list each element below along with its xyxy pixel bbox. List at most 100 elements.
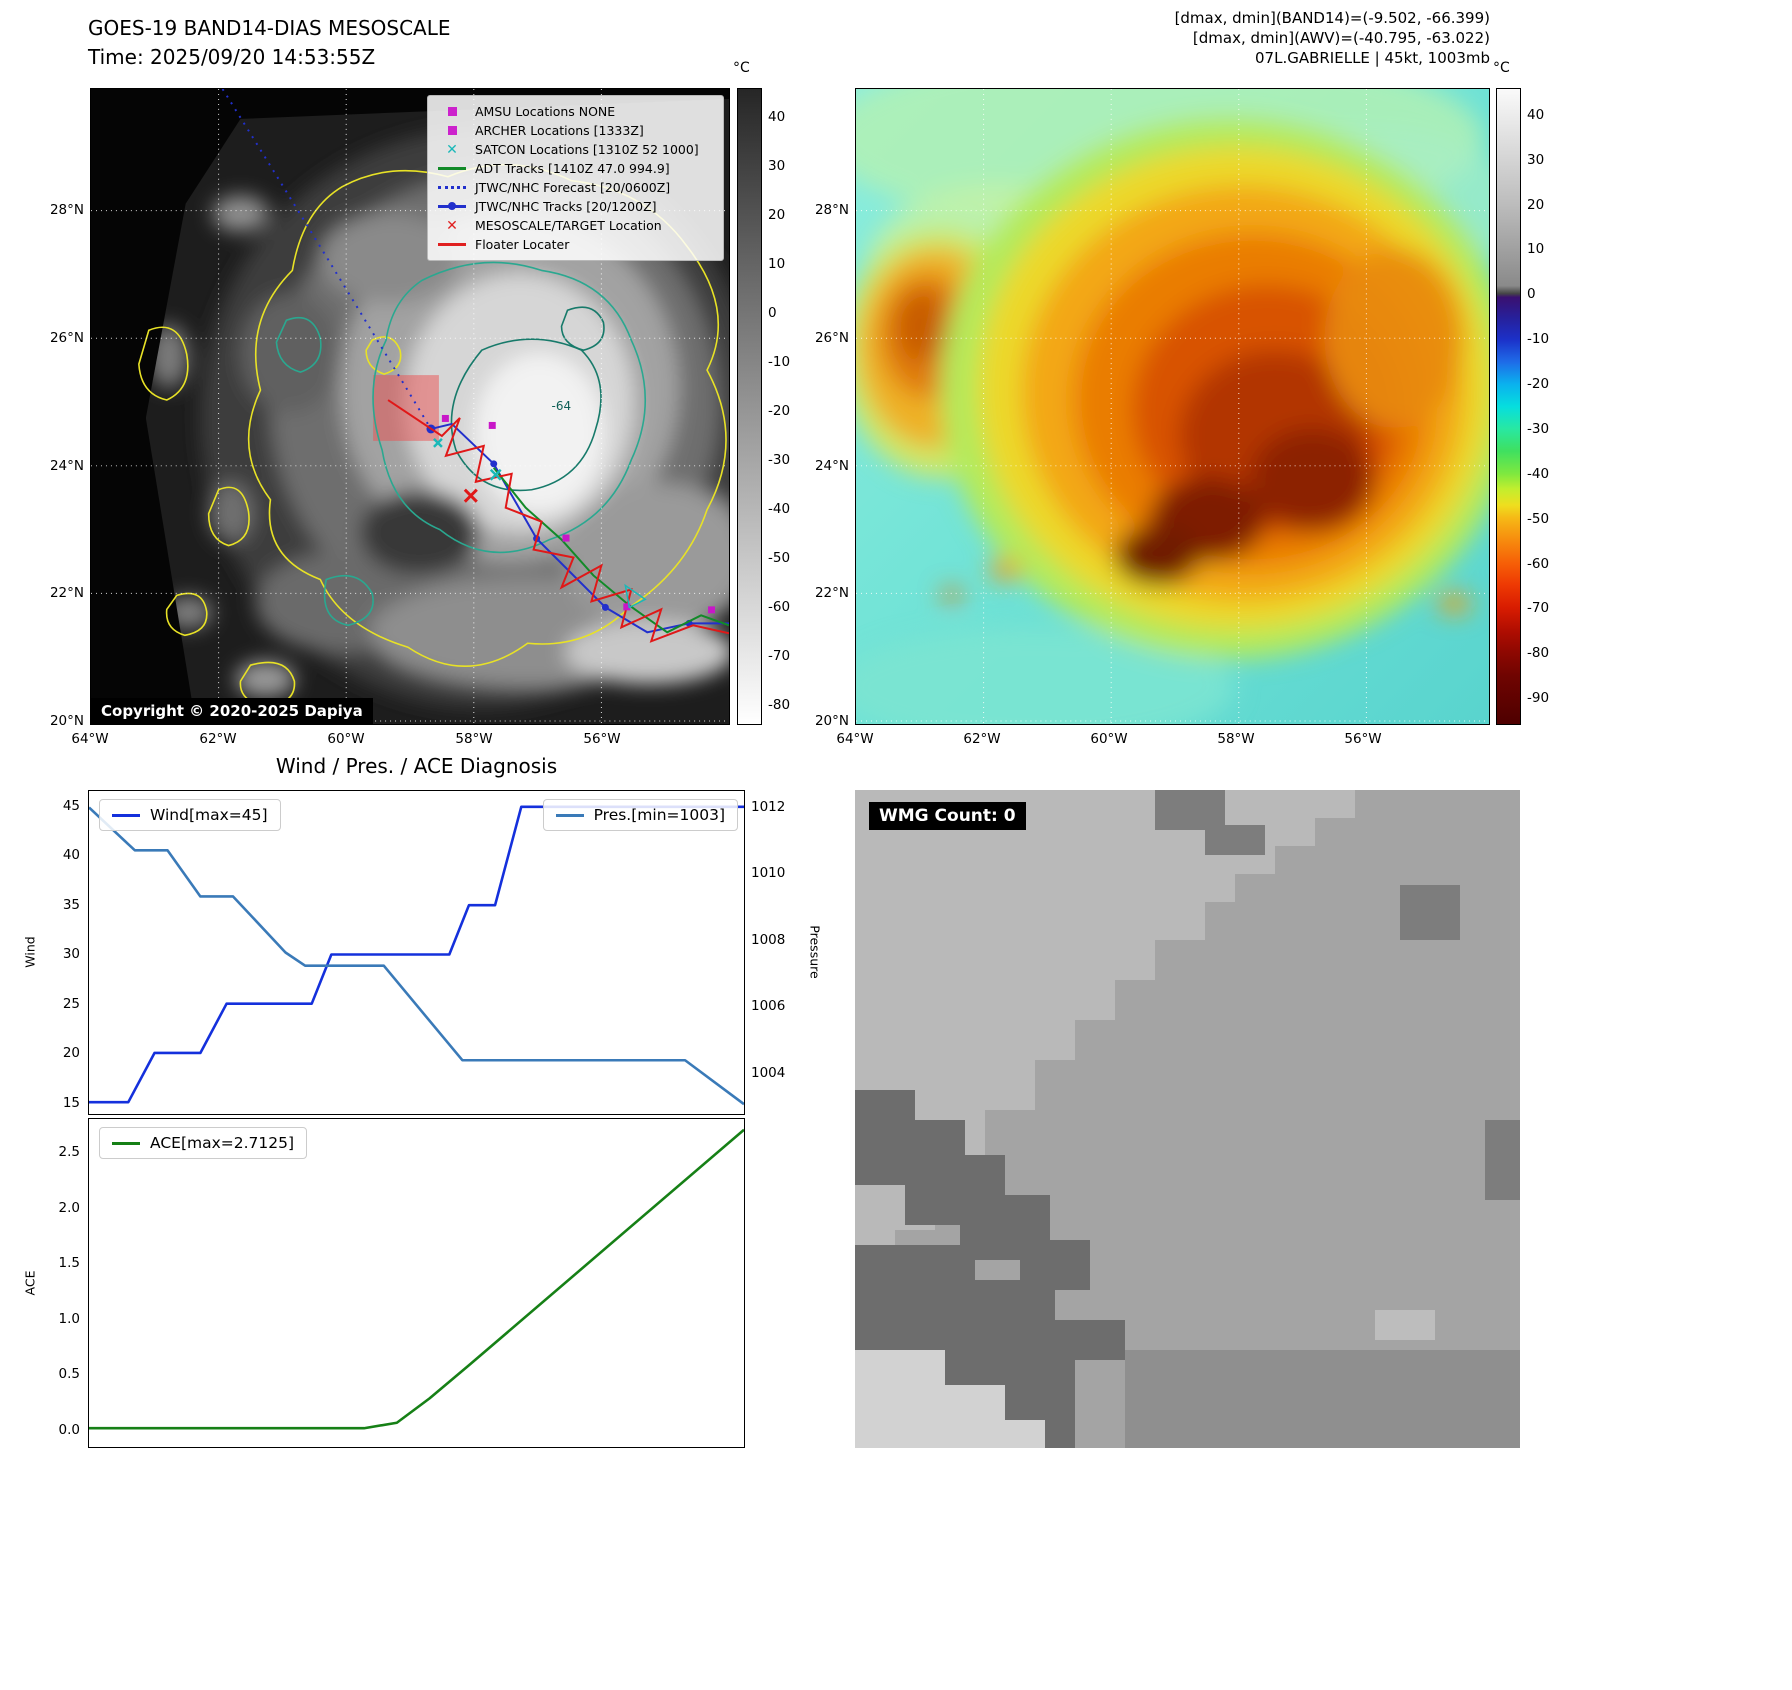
tick-label: 20 — [1527, 196, 1545, 213]
tick-label: 40 — [768, 109, 786, 126]
band14-colorbar-ticks: 40 30 20 10 0 -10 -20 -30 -40 -50 -60 -70 -80 — [768, 88, 808, 725]
tick-label: -40 — [1527, 465, 1550, 482]
wmg-panel: WMG Count: 0 — [855, 790, 1520, 1448]
contours-teal — [275, 261, 647, 627]
wind-pressure-chart: Wind[max=45] Pres.[min=1003] — [88, 790, 745, 1115]
tick-label: -60 — [1527, 555, 1550, 572]
tick-label: 10 — [1527, 241, 1545, 258]
satcon-x-icon — [446, 144, 458, 156]
floater-track — [387, 399, 729, 643]
tick-label: 1012 — [751, 798, 786, 815]
tick-label: -10 — [1527, 331, 1550, 348]
ace-legend: ACE[max=2.7125] — [99, 1127, 308, 1159]
tick-label: 30 — [768, 158, 786, 175]
wind-axis-label: Wind — [22, 936, 38, 968]
pressure-axis-label: Pressure — [807, 925, 823, 979]
wmg-image — [855, 790, 1520, 1448]
tick-label: 10 — [768, 256, 786, 273]
ace-chart: ACE[max=2.7125] — [88, 1118, 745, 1448]
tick-label: 56°W — [1344, 731, 1382, 747]
wind-legend: Wind[max=45] — [99, 799, 281, 831]
tick-label: -10 — [768, 354, 791, 371]
tick-label: 0 — [768, 305, 777, 322]
jtwc-track-points — [426, 424, 693, 627]
dmax-dmin-band14: [dmax, dmin](BAND14)=(-9.502, -66.399) — [1174, 9, 1490, 27]
wind-y-axis: 45 40 35 30 25 20 15 — [40, 790, 80, 1115]
legend-item-tracks: JTWC/NHC Tracks [20/1200Z] — [436, 197, 715, 216]
awv-map — [855, 88, 1490, 725]
ace-legend-label: ACE[max=2.7125] — [150, 1134, 295, 1152]
tick-label: 1.0 — [58, 1310, 80, 1327]
band14-title: GOES-19 BAND14-DIAS MESOSCALE — [88, 16, 451, 40]
ace-y-axis: 2.5 2.0 1.5 1.0 0.5 0.0 — [40, 1118, 80, 1448]
tick-label: 1010 — [751, 865, 786, 882]
tick-label: 1006 — [751, 998, 786, 1015]
tick-label: 20°N — [814, 713, 849, 730]
tick-label: 40 — [62, 847, 80, 864]
storm-annotations: [dmax, dmin](BAND14)=(-9.502, -66.399) [… — [1175, 8, 1490, 68]
tick-label: 22°N — [814, 585, 849, 602]
adt-line-icon — [438, 167, 466, 170]
tick-label: -60 — [768, 599, 791, 616]
tick-label: 64°W — [71, 731, 109, 747]
band14-lon-axis: 64°W 62°W 60°W 58°W 56°W — [71, 731, 730, 749]
satcon-markers — [433, 438, 502, 481]
legend-item-floater: Floater Locater — [436, 235, 715, 254]
tick-label: -30 — [1527, 420, 1550, 437]
wmg-bottom-strip — [1125, 1350, 1520, 1448]
adt-track — [492, 467, 729, 634]
tick-label: 2.0 — [58, 1199, 80, 1216]
band14-colorbar-unit: °C — [733, 60, 750, 76]
tick-label: -50 — [1527, 510, 1550, 527]
band14-time: Time: 2025/09/20 14:53:55Z — [88, 45, 376, 69]
band14-colorbar — [737, 88, 762, 725]
tick-label: 30 — [1527, 151, 1545, 168]
tick-label: 24°N — [49, 457, 84, 474]
tick-label: 28°N — [814, 202, 849, 219]
tick-label: 1004 — [751, 1064, 786, 1081]
tick-label: 45 — [62, 797, 80, 814]
legend-item-adt: ADT Tracks [1410Z 47.0 994.9] — [436, 159, 715, 178]
tick-label: 26°N — [814, 330, 849, 347]
ace-plot — [89, 1128, 744, 1430]
series-line-Pres.[min=1003] — [89, 806, 744, 1106]
pressure-line-icon — [555, 813, 584, 817]
tick-label: 0 — [1527, 286, 1536, 303]
tick-label: 1.5 — [58, 1255, 80, 1272]
tick-label: 58°W — [1217, 731, 1255, 747]
legend-label: AMSU Locations NONE — [475, 104, 616, 119]
tick-label: 62°W — [963, 731, 1001, 747]
awv-colorbar-unit: °C — [1493, 60, 1510, 76]
tick-label: 25 — [62, 995, 80, 1012]
legend-item-archer: ARCHER Locations [1333Z] — [436, 121, 715, 140]
tick-label: 2.5 — [58, 1143, 80, 1160]
tick-label: 26°N — [49, 330, 84, 347]
tick-label: 58°W — [455, 731, 493, 747]
legend-label: ADT Tracks [1410Z 47.0 994.9] — [475, 161, 670, 176]
tick-label: -90 — [1527, 690, 1550, 707]
tick-label: -80 — [768, 697, 791, 714]
legend-label: ARCHER Locations [1333Z] — [475, 123, 644, 138]
target-x-marker — [463, 488, 478, 503]
pressure-legend: Pres.[min=1003] — [542, 799, 738, 831]
jtwc-forecast-track — [221, 89, 432, 430]
floater-line-icon — [438, 243, 466, 246]
wmg-bright-wedge — [855, 1350, 1045, 1448]
legend-item-amsu: AMSU Locations NONE — [436, 102, 715, 121]
legend-label: MESOSCALE/TARGET Location — [475, 218, 662, 233]
wmg-light-region — [855, 790, 1355, 1270]
tick-label: 28°N — [49, 202, 84, 219]
legend-label: SATCON Locations [1310Z 52 1000] — [475, 142, 699, 157]
track-dot-icon — [448, 202, 456, 210]
amsu-square-icon — [447, 107, 457, 116]
tick-label: 30 — [62, 946, 80, 963]
tick-label: 60°W — [1090, 731, 1128, 747]
wmg-dark-patch-2 — [1400, 885, 1460, 940]
series-line-ACE[max=2.7125] — [89, 1128, 744, 1430]
archer-markers — [441, 414, 716, 614]
pressure-legend-label: Pres.[min=1003] — [593, 806, 725, 824]
tick-label: 1008 — [751, 931, 786, 948]
tick-label: 62°W — [199, 731, 237, 747]
track-triangle-marker — [624, 583, 647, 609]
